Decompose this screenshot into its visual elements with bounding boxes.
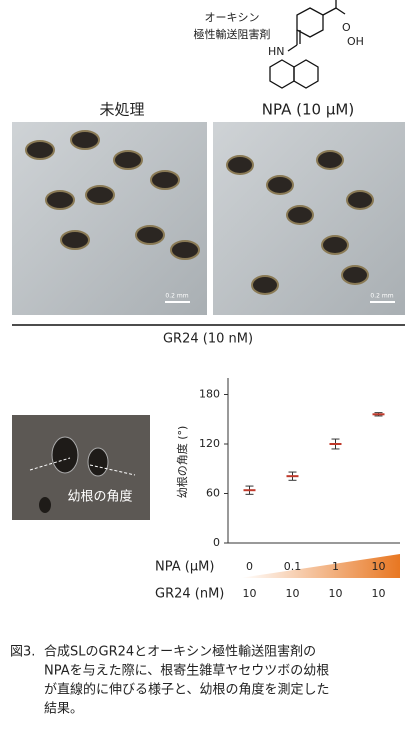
photo: [12, 122, 207, 315]
row-label: GR24 (nM): [155, 587, 224, 602]
y-tick-label: 0: [213, 536, 220, 549]
caption-line: 合成SLのGR24とオーキシン極性輸送阻害剤の: [44, 644, 316, 660]
angle-label: 幼根の角度: [67, 489, 132, 505]
structure-name: オーキシン: [205, 11, 260, 24]
structure-drawing: [269, 0, 346, 89]
row-value: 10: [243, 587, 257, 600]
caption-number: 図3.: [10, 645, 35, 660]
scale-label: 0.2 mm: [165, 293, 188, 300]
caption-line: NPAを与えた際に、根寄生雑草ヤセウツボの幼根: [44, 663, 329, 679]
gradient-wedge: [240, 554, 400, 578]
chart: 幼根の角度 (°) NPA (μM) GR24 (nM) 0 60 120 180 0 1…: [155, 378, 400, 602]
treatment-label: GR24 (10 nM): [163, 332, 253, 347]
row-value: 10: [372, 587, 386, 600]
caption: 合成SLのGR24とオーキシン極性輸送阻害剤の NPAを与えた際に、根寄生雑草ヤセ…: [44, 644, 329, 717]
y-axis-label: 幼根の角度 (°): [175, 426, 189, 499]
panel-label: 未処理: [99, 101, 144, 119]
caption-line: が直線的に伸びる様子と、幼根の角度を測定した: [44, 682, 329, 698]
y-tick-label: 60: [206, 487, 220, 500]
panel-label: NPA (10 μM): [262, 101, 354, 119]
photo: [213, 122, 405, 315]
atom-label: O: [342, 21, 351, 34]
row-value: 10: [329, 587, 343, 600]
row-value: 10: [286, 587, 300, 600]
x-tick-label: 10: [372, 560, 386, 573]
x-tick-label: 0: [246, 560, 253, 573]
atom-label: OH: [347, 35, 364, 48]
y-tick-label: 180: [199, 388, 220, 401]
category-axis-label: NPA (μM): [155, 560, 214, 575]
angle-photo: [12, 415, 150, 520]
caption-line: 結果。: [44, 702, 83, 717]
structure-name: 極性輸送阻害剤: [194, 27, 271, 41]
x-tick-label: 0.1: [284, 560, 302, 573]
y-tick-label: 120: [199, 437, 220, 450]
atom-label: HN: [268, 45, 285, 58]
x-tick-label: 1: [332, 560, 339, 573]
scale-label: 0.2 mm: [370, 293, 393, 300]
